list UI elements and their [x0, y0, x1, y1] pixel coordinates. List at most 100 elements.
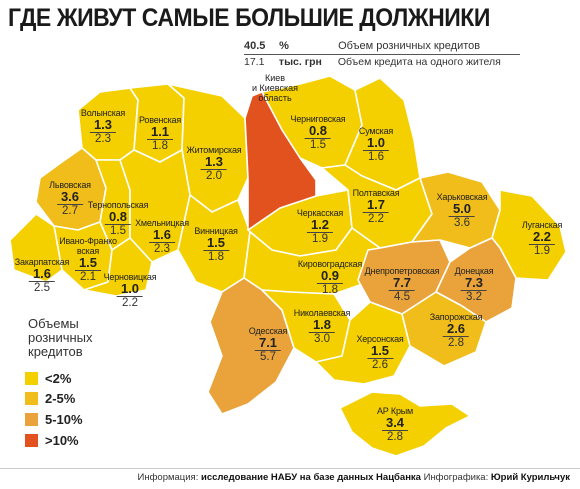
region-percent: 1.0	[366, 135, 386, 150]
region-label: АР Крым 3.4 2.8	[377, 406, 413, 444]
region-zakarpatska[interactable]	[9, 213, 63, 283]
region-luhanska[interactable]	[491, 189, 567, 281]
region-label-divider	[149, 242, 175, 243]
region-amount: 2.5	[34, 282, 50, 294]
region-amount: 1.5	[310, 139, 326, 151]
region-label: Николаевская 1.8 3.0	[293, 308, 351, 346]
region-odeska[interactable]	[207, 277, 295, 415]
region-label: Луганская 2.2 1.9	[522, 220, 562, 258]
region-name: Хмельницкая	[135, 218, 189, 228]
region-label-divider	[201, 169, 227, 170]
region-amount: 2.1	[80, 271, 96, 283]
region-label-divider	[316, 283, 343, 284]
header-percent-unit: %	[279, 40, 289, 52]
region-percent: 1.8	[312, 317, 332, 332]
region-label-divider	[449, 216, 475, 217]
region-name: АР Крым	[376, 406, 414, 416]
region-label: Винницкая 1.5 1.8	[194, 226, 238, 264]
header-amount-value: 17.1	[244, 56, 265, 68]
region-label: Ивано-Франковская 1.5 2.1	[58, 236, 118, 284]
region-kyivska[interactable]	[244, 91, 317, 231]
region-label: Днепропетровская 7.7 4.5	[365, 266, 440, 304]
region-label: Тернопольская 0.8 1.5	[88, 200, 149, 238]
region-percent: 0.8	[308, 123, 328, 138]
region-name: Черниговская	[290, 114, 346, 124]
region-percent: 1.0	[120, 281, 140, 296]
region-name: Полтавская	[352, 188, 400, 198]
region-percent: 0.9	[320, 268, 340, 283]
region-percent: 2.2	[532, 229, 552, 244]
kiev-label: Киев и Киевская область	[245, 73, 305, 103]
legend-swatch	[25, 392, 38, 405]
region-label-divider	[362, 150, 389, 151]
region-label-divider	[461, 290, 487, 291]
region-percent: 7.7	[392, 275, 412, 290]
legend-swatch	[25, 372, 38, 385]
region-label-divider	[146, 139, 173, 140]
footer-divider	[0, 468, 580, 469]
header-percent-desc: Объем розничных кредитов	[338, 40, 481, 52]
header-row-percent: 40.5 % Объем розничных кредитов	[244, 40, 480, 52]
kiev-label-line1: Киев	[264, 73, 286, 83]
region-label: Полтавская 1.7 2.2	[353, 188, 400, 226]
region-label: Сумская 1.0 1.6	[359, 126, 393, 164]
region-name: Закарпатская	[14, 257, 70, 267]
region-name: Черкасская	[296, 208, 344, 218]
region-percent: 1.5	[206, 235, 226, 250]
region-amount: 1.8	[151, 140, 168, 152]
footer-author-value: Юрий Курильчук	[490, 472, 570, 483]
legend-title: Объемы розничных кредитов	[28, 317, 93, 359]
legend-label: >10%	[45, 433, 79, 448]
region-amount: 1.6	[367, 151, 384, 163]
region-amount: 1.9	[311, 233, 328, 245]
region-label: Закарпатская 1.6 2.5	[14, 257, 70, 295]
region-name: Харьковская	[436, 192, 488, 202]
region-amount: 1.8	[321, 284, 338, 296]
region-amount: 2.2	[121, 297, 138, 309]
region-label: Черновицкая 1.0 2.2	[104, 272, 157, 310]
region-name: Луганская	[521, 220, 563, 230]
region-percent: 3.6	[60, 189, 80, 204]
region-percent: 1.5	[370, 343, 390, 358]
region-name: Волынская	[80, 108, 126, 118]
footer-info-value: исследование НАБУ на базе данных Нацбанк…	[200, 472, 421, 483]
region-label: Одесская 7.1 5.7	[249, 326, 288, 364]
region-label: Херсонская 1.5 2.6	[356, 334, 403, 372]
footer-info-label: Информация:	[137, 472, 199, 483]
region-label-divider	[363, 212, 389, 213]
region-label-divider	[203, 250, 229, 251]
legend-title-line2: розничных	[28, 330, 93, 345]
region-amount: 3.0	[314, 333, 330, 345]
region-chernivetska[interactable]	[83, 237, 153, 297]
region-name: Николаевская	[293, 308, 351, 318]
header-divider	[244, 54, 520, 55]
region-label-divider	[57, 204, 83, 205]
region-percent: 3.4	[385, 415, 405, 430]
legend-label: <2%	[45, 371, 72, 386]
legend-title-line3: кредитов	[28, 344, 83, 359]
region-label-divider	[442, 336, 469, 337]
legend-swatch	[25, 434, 38, 447]
region-name: Черновицкая	[103, 272, 157, 282]
region-zaporizka[interactable]	[401, 291, 487, 367]
region-name: Ровенская	[139, 115, 181, 125]
region-amount: 2.7	[62, 205, 78, 217]
region-name: Винницкая	[194, 226, 238, 236]
region-name: Ивано-Франковская	[58, 236, 118, 256]
region-amount: 2.8	[386, 431, 403, 443]
region-label-divider	[305, 138, 331, 139]
region-label-divider	[104, 224, 131, 225]
region-name: Тернопольская	[87, 200, 149, 210]
region-label-divider	[528, 244, 555, 245]
region-percent: 0.8	[108, 209, 128, 224]
region-label: Запорожская 2.6 2.8	[430, 312, 483, 350]
region-name: Кировоградская	[297, 259, 363, 269]
region-amount: 2.3	[95, 133, 111, 145]
region-percent: 1.3	[93, 117, 113, 132]
region-ar-krym[interactable]	[339, 391, 471, 457]
legend-swatch	[25, 413, 38, 426]
region-percent: 1.2	[310, 217, 330, 232]
region-label: Житомирская 1.3 2.0	[187, 145, 242, 183]
region-amount: 3.2	[466, 291, 482, 303]
